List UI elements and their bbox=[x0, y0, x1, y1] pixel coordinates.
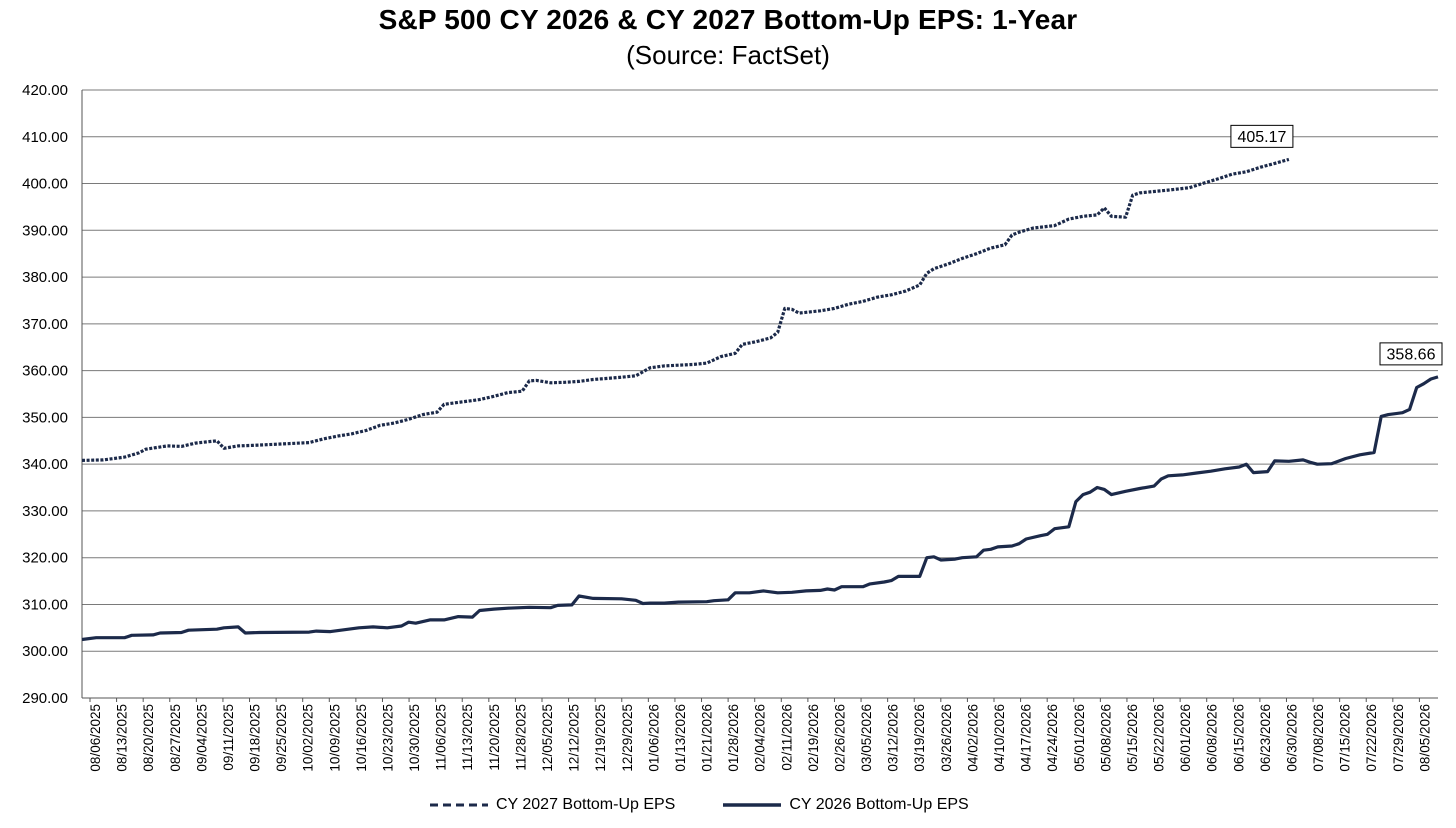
x-axis-ticks: 08/06/2025 08/13/2025 08/20/2025 08/27/2025… bbox=[88, 698, 1432, 772]
x-tick-label: 08/20/2025 bbox=[141, 704, 156, 772]
x-tick-label: 07/15/2026 bbox=[1338, 704, 1353, 772]
x-tick-label: 03/12/2026 bbox=[886, 704, 901, 772]
y-tick-label: 330.00 bbox=[22, 503, 68, 520]
end-label-box bbox=[1230, 124, 1294, 148]
x-tick-label: 05/15/2026 bbox=[1125, 704, 1140, 772]
legend-swatch-solid bbox=[723, 803, 782, 807]
x-tick-label: 06/08/2026 bbox=[1205, 704, 1220, 772]
x-tick-label: 05/22/2026 bbox=[1152, 704, 1167, 772]
end-label-cy2026: 358.66 bbox=[1379, 342, 1443, 366]
x-tick-label: 12/29/2025 bbox=[620, 704, 635, 772]
legend: CY 2027 Bottom-Up EPS CY 2026 Bottom-Up … bbox=[428, 796, 1015, 814]
x-tick-label: 10/02/2025 bbox=[301, 704, 316, 772]
y-tick-label: 360.00 bbox=[22, 363, 68, 380]
y-tick-label: 290.00 bbox=[22, 690, 68, 707]
legend-swatch-dashed bbox=[430, 803, 488, 807]
y-tick-label: 390.00 bbox=[22, 222, 68, 239]
gridlines bbox=[81, 89, 1438, 699]
x-tick-label: 06/23/2026 bbox=[1258, 704, 1273, 772]
x-tick-label: 01/21/2026 bbox=[700, 704, 715, 772]
x-tick-label: 11/20/2025 bbox=[487, 704, 502, 771]
y-tick-label: 380.00 bbox=[22, 269, 68, 286]
x-tick-label: 05/01/2026 bbox=[1072, 704, 1087, 772]
x-tick-label: 02/26/2026 bbox=[832, 704, 847, 772]
x-tick-label: 06/30/2026 bbox=[1284, 704, 1299, 772]
x-tick-label: 08/27/2025 bbox=[168, 704, 183, 772]
x-tick-label: 12/05/2025 bbox=[540, 704, 555, 772]
series-line-cy2027 bbox=[81, 157, 1290, 462]
end-label-box bbox=[1379, 342, 1443, 366]
x-tick-label: 12/12/2025 bbox=[567, 704, 582, 772]
legend-label-cy2026: CY 2026 Bottom-Up EPS bbox=[789, 796, 969, 813]
x-tick-label: 01/06/2026 bbox=[646, 704, 661, 772]
x-tick-label: 08/13/2025 bbox=[115, 704, 130, 772]
x-tick-label: 07/08/2026 bbox=[1311, 704, 1326, 772]
x-tick-label: 10/16/2025 bbox=[354, 704, 369, 772]
x-tick-label: 07/29/2026 bbox=[1391, 704, 1406, 772]
y-tick-label: 310.00 bbox=[22, 596, 68, 613]
x-tick-label: 06/01/2026 bbox=[1178, 704, 1193, 772]
y-tick-label: 400.00 bbox=[22, 176, 68, 193]
y-tick-label: 420.00 bbox=[22, 82, 68, 99]
y-tick-label: 370.00 bbox=[22, 316, 68, 333]
x-tick-label: 10/23/2025 bbox=[380, 704, 395, 772]
x-tick-label: 09/18/2025 bbox=[248, 704, 263, 772]
y-axis-ticks: 290.00 300.00 310.00 320.00 330.00 340.00 350.… bbox=[22, 82, 68, 707]
legend-item-cy2027: CY 2027 Bottom-Up EPS bbox=[428, 796, 675, 814]
y-tick-label: 350.00 bbox=[22, 409, 68, 426]
x-tick-label: 09/11/2025 bbox=[221, 704, 236, 771]
legend-item-cy2026: CY 2026 Bottom-Up EPS bbox=[721, 796, 969, 814]
x-tick-label: 11/13/2025 bbox=[460, 704, 475, 771]
end-labels: 405.17 358.66 bbox=[1230, 124, 1443, 366]
x-tick-label: 12/19/2025 bbox=[593, 704, 608, 772]
x-tick-label: 09/04/2025 bbox=[194, 704, 209, 772]
x-tick-label: 06/15/2026 bbox=[1231, 704, 1246, 772]
x-tick-label: 09/25/2025 bbox=[274, 704, 289, 772]
chart-subtitle: (Source: FactSet) bbox=[626, 40, 830, 70]
y-tick-label: 320.00 bbox=[22, 550, 68, 567]
x-tick-label: 05/08/2026 bbox=[1098, 704, 1113, 772]
x-tick-label: 11/28/2025 bbox=[513, 704, 528, 771]
x-tick-label: 01/13/2026 bbox=[673, 704, 688, 772]
end-label-text: 405.17 bbox=[1237, 129, 1286, 146]
y-tick-label: 340.00 bbox=[22, 456, 68, 473]
series-line-cy2026 bbox=[81, 375, 1439, 642]
x-tick-label: 01/28/2026 bbox=[726, 704, 741, 772]
x-tick-label: 08/05/2026 bbox=[1417, 704, 1432, 772]
x-tick-label: 03/05/2026 bbox=[859, 704, 874, 772]
x-tick-label: 07/22/2026 bbox=[1364, 704, 1379, 772]
y-tick-label: 410.00 bbox=[22, 129, 68, 146]
x-tick-label: 11/06/2025 bbox=[434, 704, 449, 771]
series-lines bbox=[81, 157, 1439, 642]
x-tick-label: 10/09/2025 bbox=[327, 704, 342, 772]
chart-title: S&P 500 CY 2026 & CY 2027 Bottom-Up EPS:… bbox=[378, 4, 1078, 35]
x-tick-label: 04/02/2026 bbox=[965, 704, 980, 772]
x-tick-label: 03/19/2026 bbox=[912, 704, 927, 772]
x-tick-label: 08/06/2025 bbox=[88, 704, 103, 772]
x-tick-label: 02/11/2026 bbox=[779, 704, 794, 771]
legend-label-cy2027: CY 2027 Bottom-Up EPS bbox=[496, 796, 676, 813]
x-tick-label: 10/30/2025 bbox=[407, 704, 422, 772]
x-tick-label: 04/17/2026 bbox=[1019, 704, 1034, 772]
x-tick-label: 03/26/2026 bbox=[939, 704, 954, 772]
x-tick-label: 04/10/2026 bbox=[992, 704, 1007, 772]
x-tick-label: 02/19/2026 bbox=[806, 704, 821, 772]
y-tick-label: 300.00 bbox=[22, 643, 68, 660]
x-tick-label: 02/04/2026 bbox=[753, 704, 768, 772]
end-label-text: 358.66 bbox=[1387, 346, 1436, 363]
end-label-cy2027: 405.17 bbox=[1230, 124, 1294, 148]
x-tick-label: 04/24/2026 bbox=[1045, 704, 1060, 772]
